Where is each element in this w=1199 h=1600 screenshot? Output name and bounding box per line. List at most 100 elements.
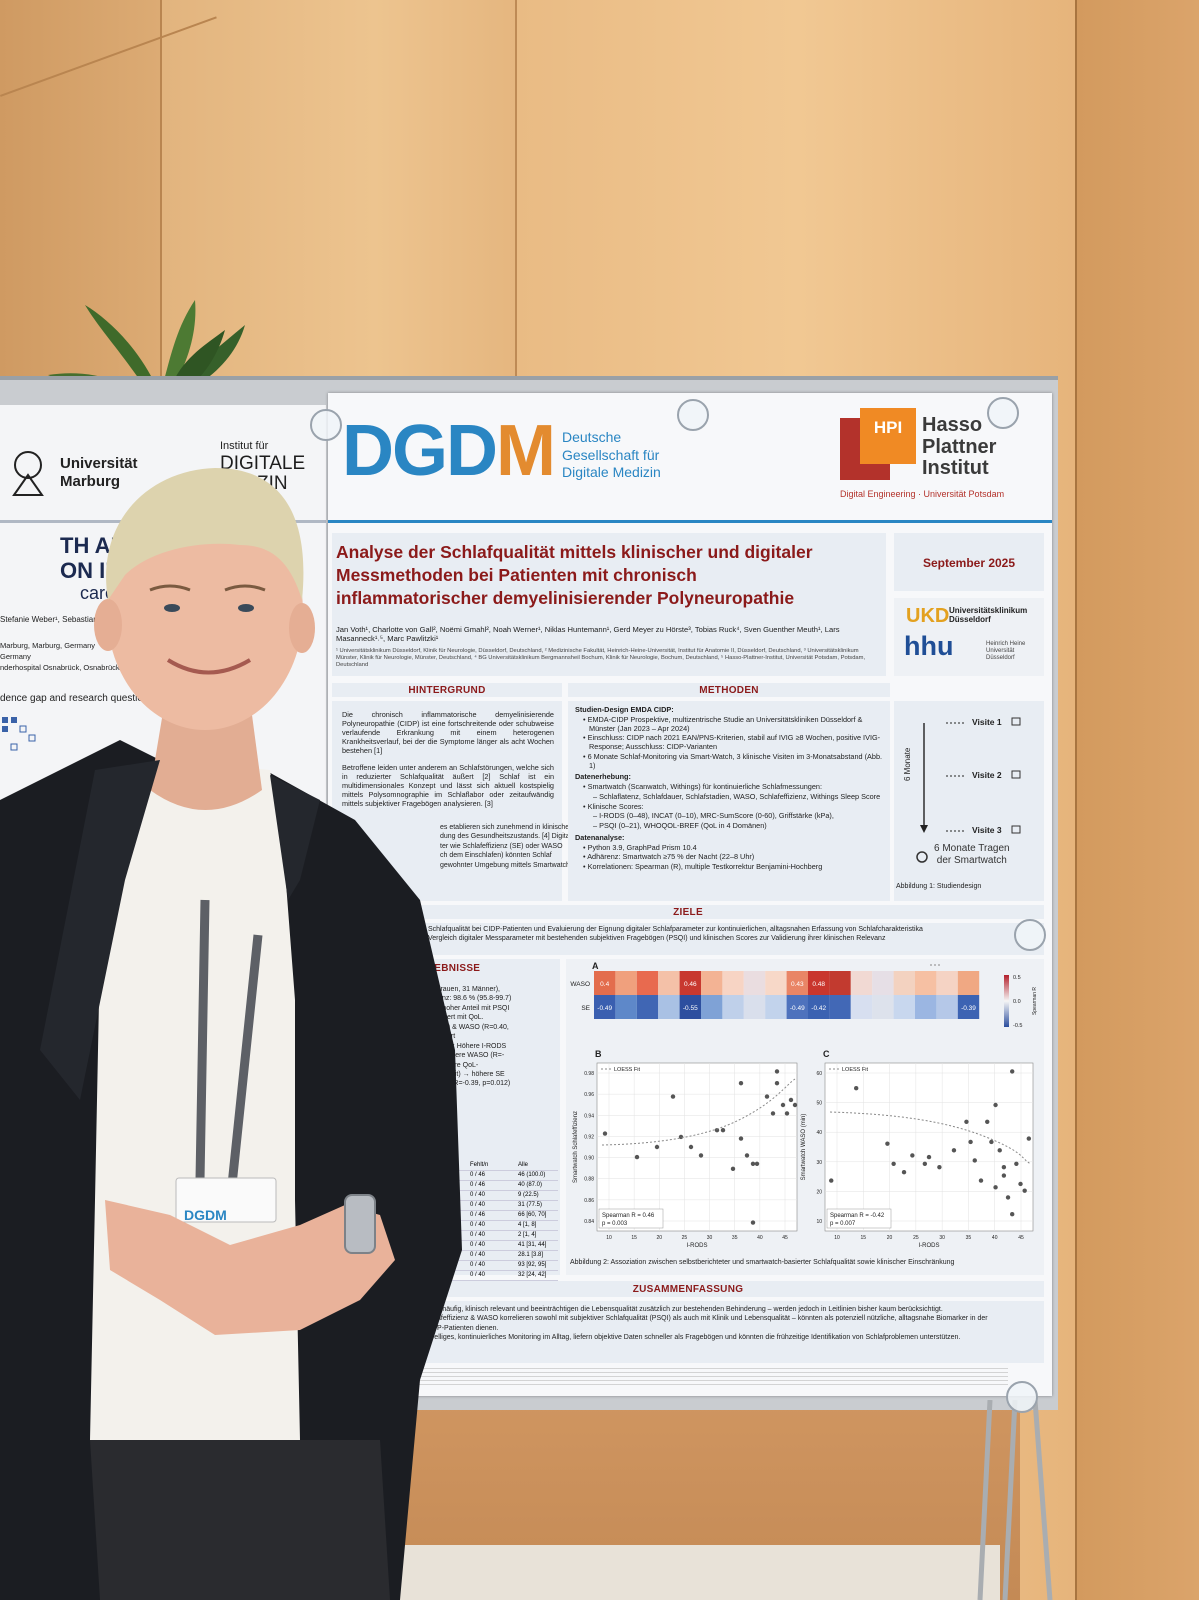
- table-cell: 66 [60, 70]: [518, 1212, 547, 1218]
- plot-area: [596, 1062, 798, 1232]
- figure-text: 40: [757, 1235, 763, 1241]
- point: [1005, 1195, 1011, 1200]
- figure-text: 15: [631, 1235, 637, 1241]
- heatmap-cell: [850, 995, 873, 1019]
- point: [750, 1161, 756, 1166]
- section-body: [332, 923, 1044, 955]
- heatmap-cell: [936, 995, 958, 1019]
- heatmap-cell: [658, 971, 680, 995]
- table-cell: 9 (22.5): [518, 1192, 539, 1198]
- board-stand: [977, 1400, 1053, 1600]
- figure-text: 0.88: [584, 1177, 594, 1183]
- society-name: Deutsche Gesellschaft für Digitale Medizin: [562, 429, 661, 482]
- text: inflammatorischer demyelinisierender Pol…: [336, 587, 795, 608]
- text-line: WASO (R=-0.39, p=0.012): [428, 1080, 511, 1088]
- text: Hasso: [922, 414, 983, 436]
- figure-text: 0.0: [1013, 999, 1021, 1005]
- figure-text: 0.43: [791, 981, 804, 988]
- list-item: • Korrelationen: Spearman (R), multiple …: [583, 862, 823, 871]
- figure-text: Smartwatch Schlafeffizienz: [573, 1111, 579, 1183]
- colorbar: [1004, 975, 1009, 1027]
- heatmap-cell: [701, 971, 723, 995]
- table-cell: 4 [1, 8]: [518, 1222, 537, 1228]
- point: [738, 1136, 744, 1141]
- table-cell: 0 / 40: [470, 1222, 486, 1228]
- aims: Schlafqualität bei CIDP-Patienten und Ev…: [428, 925, 923, 944]
- section-body: [568, 701, 890, 901]
- heatmap-cell: [743, 971, 766, 995]
- heatmap-cell: [893, 995, 915, 1019]
- point: [972, 1158, 977, 1163]
- point: [1018, 1181, 1023, 1187]
- heatmap-cell: [679, 995, 701, 1019]
- text-line: orgung von CIDP-Patienten dienen.: [388, 1324, 499, 1332]
- watch: [344, 1194, 376, 1254]
- text: Universität: [60, 455, 138, 472]
- figure-text: 0.96: [584, 1092, 594, 1098]
- visit-icons: [1011, 717, 1021, 834]
- heatmap-cell: [679, 971, 701, 995]
- table-cell: 32 [24, 42]: [518, 1272, 547, 1278]
- point: [926, 1154, 932, 1160]
- figure-text: 0.94: [584, 1113, 594, 1119]
- figure: A WASO SE 0.4 0.46 0.43 0.48 -0.49 -0.55 -0.49 -0.…: [570, 961, 1038, 1249]
- point: [910, 1153, 915, 1158]
- section-head: [332, 1281, 1044, 1297]
- figure-text: 50: [816, 1101, 822, 1107]
- figure-caption: Abbildung 2: Assoziation zwischen selbst…: [570, 1259, 955, 1266]
- table-cell: 31 (77.5): [518, 1202, 543, 1208]
- heatmap-cell: [701, 995, 723, 1019]
- point: [1014, 1161, 1019, 1166]
- figure-text: WASO: [570, 981, 590, 988]
- point: [744, 1153, 750, 1158]
- hpi-logo: HPI: [860, 408, 916, 464]
- figure-text: 0.46: [684, 981, 697, 988]
- figure-text: I-RODS: [919, 1243, 940, 1249]
- point: [774, 1069, 780, 1074]
- point: [774, 1080, 780, 1086]
- text: Universitätsklinikum: [949, 606, 1028, 615]
- heatmap-cell: [872, 995, 894, 1019]
- point: [1001, 1164, 1007, 1170]
- point: [922, 1161, 928, 1166]
- section-body: [332, 1301, 1044, 1363]
- figure-text: 35: [966, 1235, 972, 1241]
- text-line: korreliert mit QoL.: [428, 1014, 484, 1022]
- floor: [360, 1545, 1000, 1600]
- figure-text: 0.90: [584, 1156, 594, 1162]
- heatmap-cell: [765, 971, 787, 995]
- summary: en bei CIDP sind häufig, klinisch releva…: [388, 1305, 988, 1343]
- table-cell: 0 / 40: [470, 1242, 486, 1248]
- figure-text: 35: [732, 1235, 738, 1241]
- table-row: 0 / 40 32 [24, 42]: [388, 1271, 558, 1281]
- paragraphs: Die chronisch inflammatorische demyelini…: [342, 710, 554, 818]
- heatmap-cell: [722, 971, 744, 995]
- figure-text: 10: [606, 1235, 612, 1241]
- figure-text: -0.5: [1013, 1023, 1022, 1029]
- heatmap-cell: [658, 995, 680, 1019]
- poster-title: Analyse der Schlafqualität mittels klini…: [336, 541, 813, 609]
- figure-text: Smartwatch WASO (min): [801, 1114, 807, 1181]
- table-cell: 0 / 40: [470, 1252, 486, 1258]
- point: [854, 1086, 859, 1091]
- icon-grid: [2, 717, 36, 751]
- badge-text: DGDM: [184, 1207, 227, 1223]
- text-line: ch dem Einschlafen) könnten Schlaf: [440, 852, 552, 860]
- heatmap-cell: [722, 995, 744, 1019]
- table-row: 0 / 46 66 [60, 70]: [388, 1211, 558, 1221]
- table-row: 0 / 40 28.1 [3.8]: [388, 1251, 558, 1261]
- section-head: [332, 683, 562, 697]
- study-note: 6 Monate Tragen der Smartwatch: [934, 843, 1010, 867]
- figure-text: 15: [861, 1235, 867, 1241]
- figure-text: 45: [782, 1235, 788, 1241]
- figure-text: 25: [682, 1235, 688, 1241]
- study-design-figure: [916, 717, 1021, 863]
- list-item: • Adhärenz: Smartwatch ≥75 % der Nacht (…: [583, 852, 755, 862]
- table-cell: 0 / 46: [470, 1212, 486, 1218]
- heatmap-cell: [936, 971, 958, 995]
- hands: [105, 1200, 395, 1335]
- institute-label: Institut für: [220, 440, 269, 452]
- point: [788, 1097, 794, 1103]
- figure-text: 0.86: [584, 1198, 594, 1204]
